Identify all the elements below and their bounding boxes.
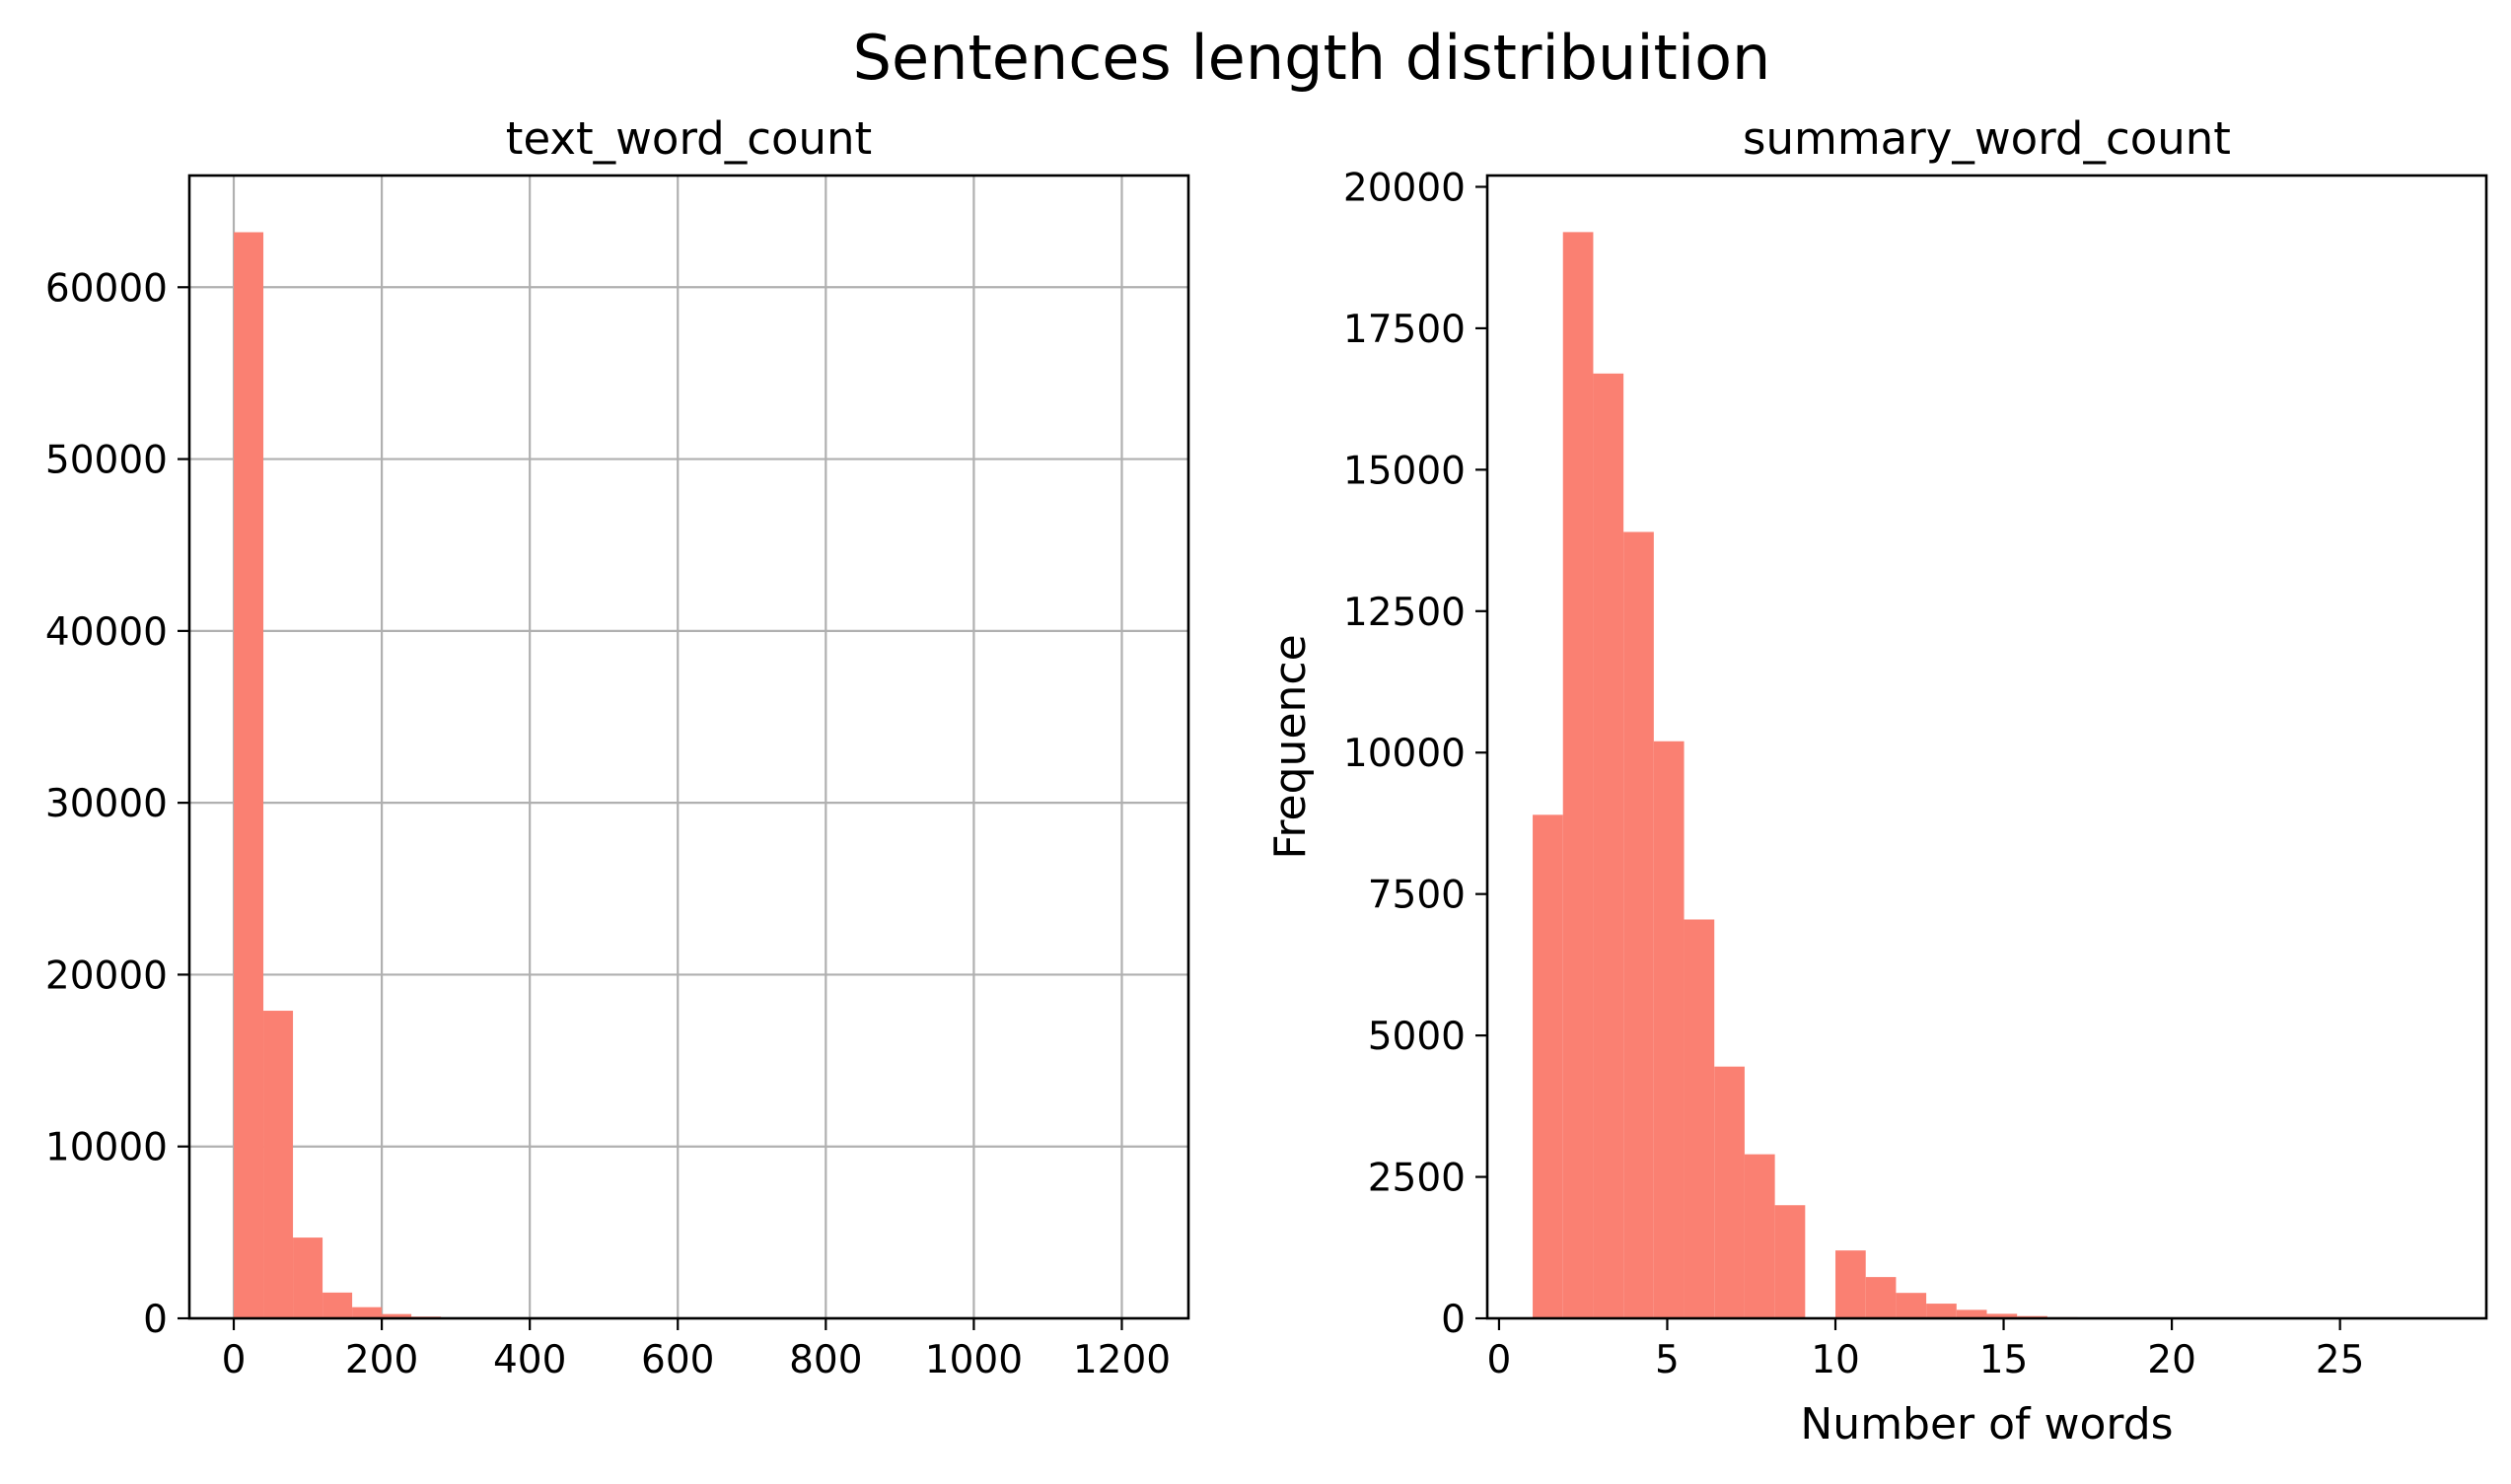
text-word-count-bar [293, 1237, 323, 1318]
summary-word-count-xtick-label: 5 [1655, 1338, 1680, 1382]
summary-word-count-bar [1685, 919, 1715, 1318]
summary-word-count-bar [1896, 1293, 1926, 1318]
summary-word-count-ytick-label: 7500 [1368, 874, 1466, 918]
text-word-count-ytick-label: 0 [143, 1298, 168, 1342]
text-word-count-xtick-label: 600 [641, 1338, 714, 1382]
text-word-count-ytick-label: 50000 [45, 439, 168, 483]
summary-word-count-bar [1593, 374, 1623, 1318]
summary-word-count-ytick-label: 15000 [1343, 449, 1466, 493]
summary-word-count-ytick-label: 0 [1441, 1298, 1466, 1342]
summary-word-count-ytick-label: 5000 [1368, 1015, 1466, 1059]
text-word-count-panel: 0 200 400 600 800 1000 1200 0 10000 20000 30000 400… [45, 112, 1188, 1382]
summary-word-count-xtick-label: 20 [2147, 1338, 2196, 1382]
summary-word-count-bar [1775, 1205, 1806, 1318]
text-word-count-ytick-label: 10000 [45, 1126, 168, 1170]
summary-word-count-ytick-label: 10000 [1343, 732, 1466, 776]
summary-word-count-bar [1533, 814, 1563, 1318]
summary-word-count-bar [1866, 1277, 1897, 1318]
summary-word-count-bar [1623, 531, 1654, 1318]
summary-word-count-xtick-label: 0 [1487, 1338, 1512, 1382]
text-word-count-xtick-label: 400 [493, 1338, 566, 1382]
text-word-count-xtick-label: 1000 [925, 1338, 1023, 1382]
summary-word-count-bar [1745, 1155, 1775, 1318]
figure-title: Sentences length distribuition [853, 22, 1771, 94]
text-word-count-xtick-label: 1200 [1073, 1338, 1171, 1382]
text-word-count-bar [263, 1011, 293, 1318]
summary-word-count-title: summary_word_count [1743, 112, 2231, 165]
summary-word-count-ytick-label: 20000 [1343, 166, 1466, 210]
text-word-count-xtick-label: 0 [222, 1338, 247, 1382]
text-word-count-xtick-label: 200 [345, 1338, 418, 1382]
summary-word-count-bar [1714, 1067, 1745, 1318]
text-word-count-ytick-label: 30000 [45, 782, 168, 826]
text-word-count-bar [352, 1307, 382, 1318]
text-word-count-bar [323, 1293, 352, 1318]
text-word-count-ytick-label: 20000 [45, 954, 168, 998]
summary-word-count-xtick-label: 25 [2316, 1338, 2365, 1382]
summary-word-count-xtick-label: 10 [1811, 1338, 1860, 1382]
summary-word-count-panel: 0 5 10 15 20 25 0 2500 5000 7500 10000 12500 15000 17… [1265, 112, 2486, 1449]
summary-word-count-bar [1835, 1250, 1866, 1318]
summary-word-count-xlabel: Number of words [1800, 1399, 2173, 1449]
text-word-count-xtick-label: 800 [789, 1338, 862, 1382]
text-word-count-ytick-label: 60000 [45, 266, 168, 311]
summary-word-count-ytick-label: 17500 [1343, 308, 1466, 352]
summary-word-count-bar [1926, 1304, 1957, 1318]
text-word-count-bar [234, 233, 263, 1318]
text-word-count-title: text_word_count [506, 112, 872, 165]
summary-word-count-bar [1563, 232, 1594, 1318]
summary-word-count-xtick-label: 15 [1979, 1338, 2029, 1382]
summary-word-count-ylabel: Frequence [1265, 634, 1316, 859]
summary-word-count-ytick-label: 12500 [1343, 591, 1466, 635]
summary-word-count-ytick-label: 2500 [1368, 1157, 1466, 1201]
text-word-count-ytick-label: 40000 [45, 610, 168, 655]
summary-word-count-bar [1654, 742, 1685, 1318]
